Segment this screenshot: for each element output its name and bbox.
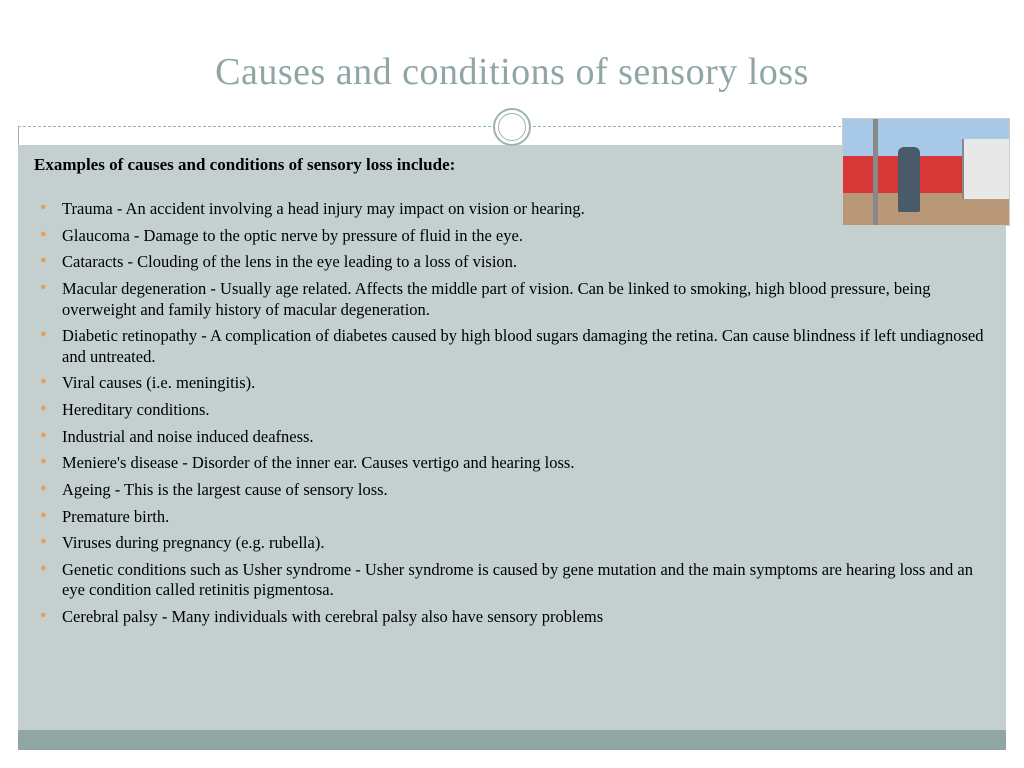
list-item: Macular degeneration - Usually age relat…: [38, 279, 990, 320]
list-item: Genetic conditions such as Usher syndrom…: [38, 560, 990, 601]
list-item: Industrial and noise induced deafness.: [38, 427, 990, 448]
list-item: Viral causes (i.e. meningitis).: [38, 373, 990, 394]
slide-title: Causes and conditions of sensory loss: [215, 50, 809, 94]
list-item: Cataracts - Clouding of the lens in the …: [38, 252, 990, 273]
list-item: Viruses during pregnancy (e.g. rubella).: [38, 533, 990, 554]
content-subtitle: Examples of causes and conditions of sen…: [34, 155, 990, 175]
list-item: Glaucoma - Damage to the optic nerve by …: [38, 226, 990, 247]
list-item: Premature birth.: [38, 507, 990, 528]
list-item: Meniere's disease - Disorder of the inne…: [38, 453, 990, 474]
list-item: Cerebral palsy - Many individuals with c…: [38, 607, 990, 628]
list-item: Hereditary conditions.: [38, 400, 990, 421]
bottom-accent-strip: [18, 730, 1006, 750]
content-area: Examples of causes and conditions of sen…: [34, 155, 990, 728]
list-item: Diabetic retinopathy - A complication of…: [38, 326, 990, 367]
list-item: Ageing - This is the largest cause of se…: [38, 480, 990, 501]
circle-ornament-icon: [493, 108, 531, 146]
bullet-list: Trauma - An accident involving a head in…: [34, 199, 990, 628]
list-item: Trauma - An accident involving a head in…: [38, 199, 990, 220]
